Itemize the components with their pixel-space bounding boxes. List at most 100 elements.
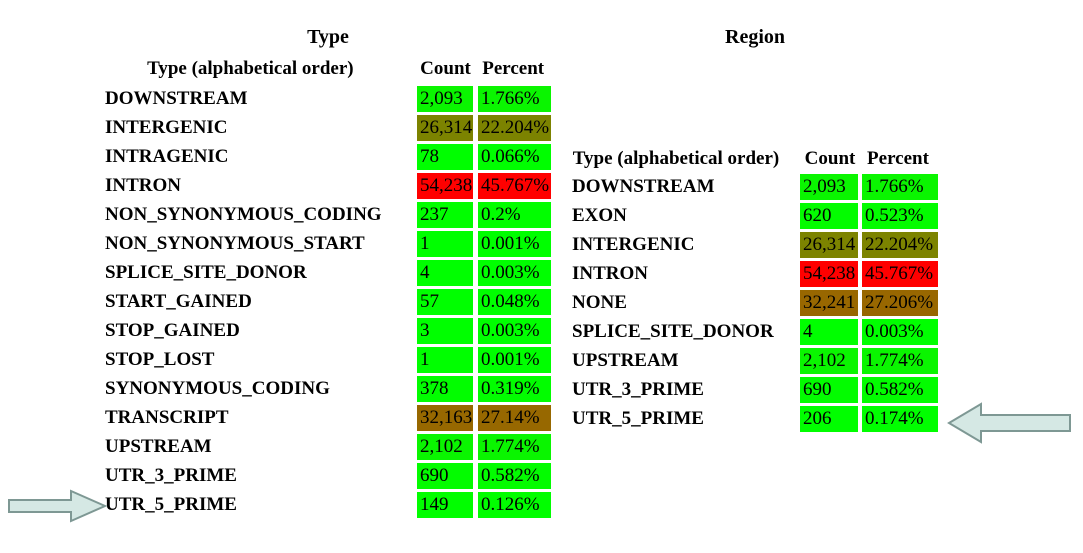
row-label: INTRON [105,175,182,196]
count-cell: 690 [417,463,473,489]
count-cell: 2,102 [417,434,473,460]
count-cell: 620 [800,203,858,229]
percent-cell: 0.174% [862,406,938,432]
row-label: INTRAGENIC [105,146,229,167]
percent-cell: 22.204% [478,115,551,141]
row-label: INTERGENIC [572,234,695,255]
percent-cell: 0.523% [862,203,938,229]
count-cell: 378 [417,376,473,402]
table-row: INTERGENIC 26,314 22.204% [572,232,938,258]
row-label: SPLICE_SITE_DONOR [572,321,774,342]
table-row: INTRON 54,238 45.767% [572,261,938,287]
table-row: UTR_3_PRIME 690 0.582% [572,377,938,403]
count-cell: 54,238 [417,173,473,199]
count-cell: 32,241 [800,290,858,316]
table-row: NON_SYNONYMOUS_START 1 0.001% [105,231,551,257]
percent-cell: 0.003% [478,260,551,286]
row-label: INTRON [572,263,649,284]
table-row: UPSTREAM 2,102 1.774% [105,434,551,460]
table-row: SYNONYMOUS_CODING 378 0.319% [105,376,551,402]
type-table-header: Type (alphabetical order) Count Percent [105,58,551,80]
table-row: DOWNSTREAM 2,093 1.766% [105,86,551,112]
count-cell: 57 [417,289,473,315]
row-label: UTR_3_PRIME [572,379,704,400]
row-label: NON_SYNONYMOUS_START [105,233,365,254]
row-label: SPLICE_SITE_DONOR [105,262,307,283]
row-label: STOP_GAINED [105,320,240,341]
table-row: SPLICE_SITE_DONOR 4 0.003% [572,319,938,345]
count-cell: 54,238 [800,261,858,287]
table-row: UTR_3_PRIME 690 0.582% [105,463,551,489]
region-table-title: Region [725,26,785,48]
table-row: INTRAGENIC 78 0.066% [105,144,551,170]
column-header-type: Type (alphabetical order) [572,148,780,169]
arrow-right-icon [8,489,108,523]
column-header-count: Count [804,148,856,169]
region-table-rows: DOWNSTREAM 2,093 1.766% EXON 620 0.523% … [572,174,938,432]
table-row: DOWNSTREAM 2,093 1.766% [572,174,938,200]
table-row: SPLICE_SITE_DONOR 4 0.003% [105,260,551,286]
percent-cell: 0.126% [478,492,551,518]
count-cell: 1 [417,347,473,373]
column-header-type: Type (alphabetical order) [147,58,354,79]
percent-cell: 0.2% [478,202,551,228]
percent-cell: 1.766% [862,174,938,200]
row-label: INTERGENIC [105,117,228,138]
column-header-percent: Percent [482,58,545,79]
column-header-count: Count [420,58,471,79]
count-cell: 32,163 [417,405,473,431]
percent-cell: 0.582% [478,463,551,489]
region-table: Region Type (alphabetical order) Count P… [572,26,938,435]
table-row: START_GAINED 57 0.048% [105,289,551,315]
region-table-header: Type (alphabetical order) Count Percent [572,148,938,170]
row-label: DOWNSTREAM [572,176,715,197]
percent-cell: 0.001% [478,347,551,373]
row-label: UTR_5_PRIME [572,408,704,429]
column-header-percent: Percent [867,148,929,169]
count-cell: 26,314 [800,232,858,258]
row-label: UPSTREAM [105,436,212,457]
percent-cell: 27.206% [862,290,938,316]
row-label: STOP_LOST [105,349,215,370]
table-row: NONE 32,241 27.206% [572,290,938,316]
table-row: INTRON 54,238 45.767% [105,173,551,199]
percent-cell: 1.774% [862,348,938,374]
row-label: SYNONYMOUS_CODING [105,378,330,399]
table-row: TRANSCRIPT 32,163 27.14% [105,405,551,431]
table-row: UTR_5_PRIME 149 0.126% [105,492,551,518]
row-label: NONE [572,292,627,313]
row-label: EXON [572,205,627,226]
table-row: NON_SYNONYMOUS_CODING 237 0.2% [105,202,551,228]
table-row: STOP_LOST 1 0.001% [105,347,551,373]
count-cell: 237 [417,202,473,228]
count-cell: 3 [417,318,473,344]
percent-cell: 0.582% [862,377,938,403]
row-label: UPSTREAM [572,350,679,371]
percent-cell: 27.14% [478,405,551,431]
count-cell: 2,102 [800,348,858,374]
count-cell: 78 [417,144,473,170]
percent-cell: 1.774% [478,434,551,460]
count-cell: 4 [800,319,858,345]
count-cell: 2,093 [800,174,858,200]
row-label: NON_SYNONYMOUS_CODING [105,204,382,225]
percent-cell: 0.001% [478,231,551,257]
percent-cell: 22.204% [862,232,938,258]
arrow-left-icon [947,402,1071,444]
count-cell: 1 [417,231,473,257]
percent-cell: 45.767% [862,261,938,287]
table-row: UTR_5_PRIME 206 0.174% [572,406,938,432]
type-table-title: Type [307,26,349,48]
table-row: EXON 620 0.523% [572,203,938,229]
percent-cell: 0.048% [478,289,551,315]
row-label: UTR_5_PRIME [105,494,237,515]
percent-cell: 1.766% [478,86,551,112]
percent-cell: 0.003% [862,319,938,345]
table-row: STOP_GAINED 3 0.003% [105,318,551,344]
percent-cell: 0.003% [478,318,551,344]
count-cell: 2,093 [417,86,473,112]
row-label: TRANSCRIPT [105,407,229,428]
count-cell: 26,314 [417,115,473,141]
row-label: DOWNSTREAM [105,88,248,109]
